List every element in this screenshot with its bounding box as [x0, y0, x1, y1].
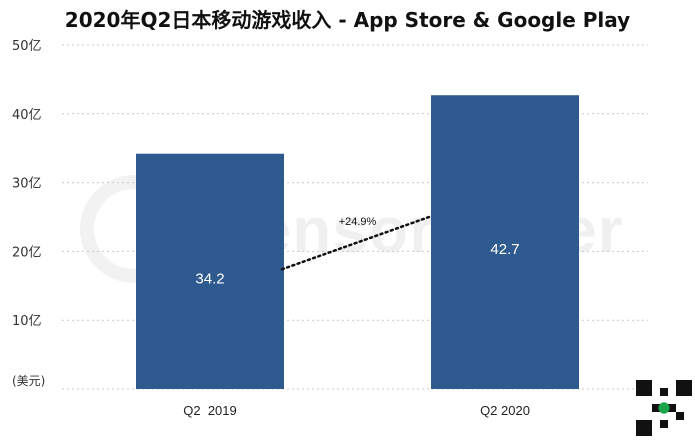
y-tick-label: 50亿	[12, 39, 42, 54]
y-unit-label: (美元)	[12, 374, 45, 388]
y-tick-label: 40亿	[12, 108, 42, 123]
bars: 34.2 42.7	[136, 95, 579, 389]
y-axis-labels: 10亿 20亿 30亿 40亿 50亿 (美元)	[12, 39, 45, 388]
qr-code-icon	[636, 380, 692, 436]
growth-connector-line	[280, 215, 431, 271]
x-tick-label: Q2 2019	[183, 403, 237, 418]
bar-value-label: 42.7	[490, 241, 519, 258]
growth-annotation: +24.9%	[280, 215, 431, 271]
bar	[136, 153, 284, 389]
y-tick-label: 10亿	[12, 314, 42, 329]
x-axis-labels: Q2 2019 Q2 2020	[183, 403, 530, 418]
x-tick-label: Q2 2020	[480, 403, 530, 418]
bar-value-label: 34.2	[195, 270, 224, 287]
growth-percent-label: +24.9%	[339, 216, 377, 228]
chart-title: 2020年Q2日本移动游戏收入 - App Store & Google Pla…	[64, 8, 631, 32]
y-tick-label: 30亿	[12, 177, 42, 192]
y-tick-label: 20亿	[12, 245, 42, 260]
bar	[431, 95, 579, 389]
